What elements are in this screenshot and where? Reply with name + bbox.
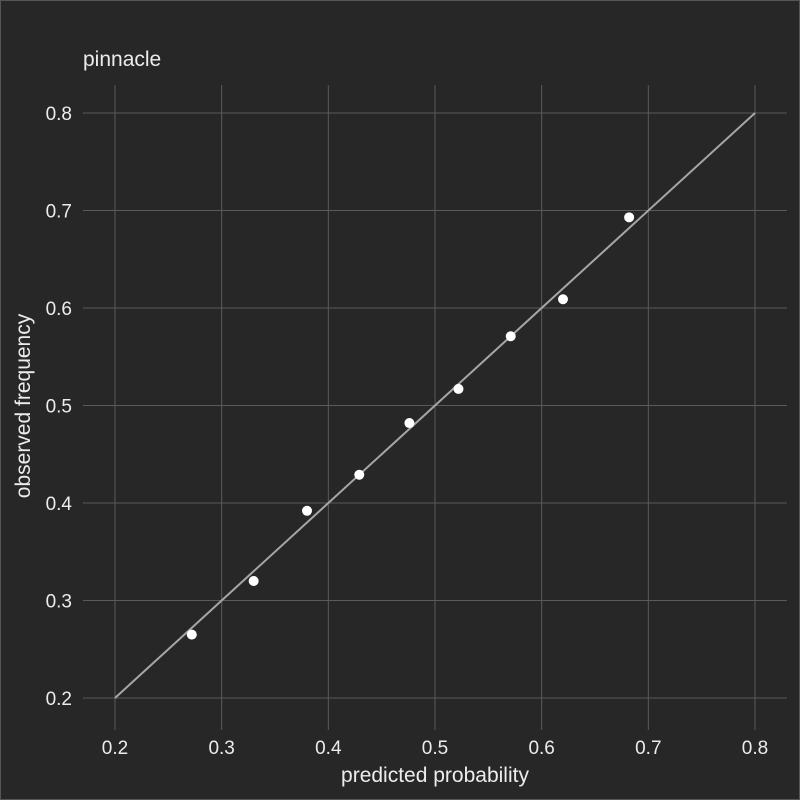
x-tick-label: 0.7 [635, 738, 661, 759]
reference-line [114, 112, 756, 699]
y-tick-label: 0.2 [46, 689, 72, 710]
data-point [186, 629, 197, 640]
y-axis-label: observed frequency [12, 313, 35, 498]
x-tick-label: 0.5 [422, 738, 448, 759]
x-tick-label: 0.8 [742, 738, 768, 759]
y-tick-label: 0.8 [46, 104, 72, 125]
x-tick-label: 0.4 [315, 738, 342, 759]
data-point [558, 294, 568, 305]
x-tick-label: 0.3 [208, 738, 234, 759]
data-point [248, 576, 259, 586]
chart-title: pinnacle [83, 48, 161, 71]
y-tick-label: 0.5 [46, 397, 72, 418]
x-tick-label: 0.6 [528, 738, 554, 759]
data-point [624, 212, 635, 223]
data-point [354, 469, 365, 480]
x-axis-label: predicted probability [341, 764, 529, 787]
data-point [404, 418, 415, 429]
data-point [302, 505, 312, 516]
tick-labels: 0.2 0.3 0.4 0.5 0.6 0.7 0.8 0.2 0.3 0.4 0.5 0.6 0.7 0… [46, 104, 769, 759]
data-point [453, 383, 464, 394]
grid [83, 85, 787, 730]
y-tick-label: 0.3 [46, 592, 72, 613]
y-tick-label: 0.6 [46, 299, 72, 320]
y-tick-label: 0.7 [46, 202, 72, 223]
data-point [505, 331, 516, 342]
x-tick-label: 0.2 [102, 738, 128, 759]
y-tick-label: 0.4 [46, 494, 73, 515]
points [186, 212, 635, 640]
